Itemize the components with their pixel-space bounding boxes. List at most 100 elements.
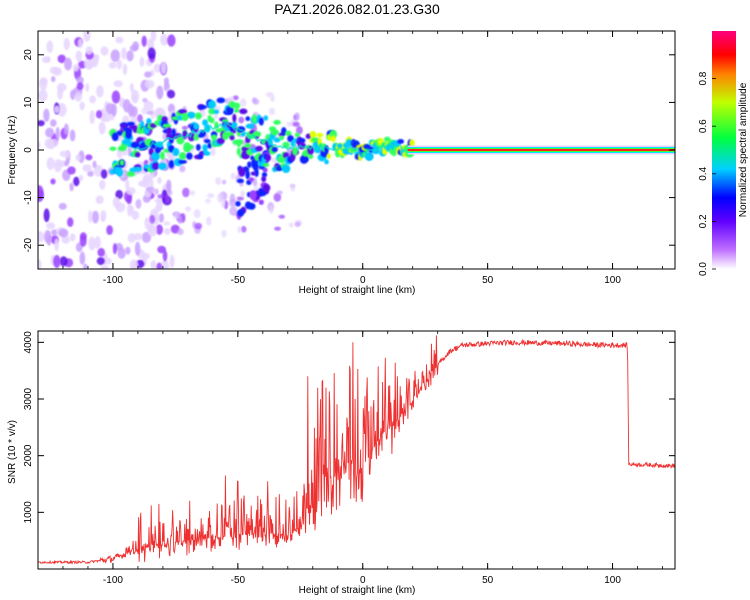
spectrogram-ridge-blob [134,152,141,158]
spectrogram-noise-blob [76,82,84,91]
spectrogram-ridge-blob [308,153,314,160]
spectrogram-y-tick-label: -10 [23,190,34,205]
spectrogram-noise-blob [270,95,275,102]
spectrogram-ridge-blob [232,102,241,109]
snr-x-tick-label: 100 [604,575,621,586]
spectrogram-noise-blob [53,105,60,114]
spectrogram-ridge-core [132,120,414,155]
spectrogram-branch-blob [261,175,267,183]
spectrogram-noise-blob [252,98,260,105]
spectrogram-y-tick-label: 20 [23,49,34,61]
spectrogram-ridge-blob [203,139,211,144]
spectrogram-noise-blob [98,121,106,135]
spectrogram-ridge-blob [178,159,188,164]
spectrogram-noise-blob [57,54,66,64]
spectrogram-noise-blob [64,57,73,71]
figure-title: PAZ1.2026.082.01.23.G30 [274,1,440,17]
spectrogram-noise-blob [44,138,54,149]
spectrogram-noise-blob [221,179,227,185]
spectrogram-noise-blob [43,208,50,223]
spectrogram-ridge-blob [309,130,317,139]
spectrogram-ridge-blob [116,168,124,177]
colorbar-tick-label: 0.2 [698,214,709,228]
spectrogram-noise-blob [205,216,212,226]
spectrogram-noise-blob [73,176,80,187]
spectrogram-noise-blob [96,85,104,98]
spectrogram-branch-blob [236,178,245,184]
spectrogram-noise-blob [106,225,113,236]
spectrogram-noise-blob [88,236,97,251]
spectrogram-ridge-blob [159,151,165,160]
spectrogram-noise-blob [122,63,128,75]
spectrogram-ridge-blob [158,162,167,170]
spectrogram-noise-blob [239,98,247,107]
spectrogram-ridge-blob [184,144,194,150]
spectrogram-noise-blob [85,154,93,161]
spectrogram-noise-blob [54,238,60,251]
colorbar-ticks: 0.0 0.2 0.4 0.6 0.8 [698,71,716,276]
spectrogram-ridge-blob [216,97,226,104]
spectrogram-noise-blob [72,64,80,72]
spectrogram-ridge-blob [233,108,240,113]
spectrogram-ridge-blob [326,153,331,159]
spectrogram-noise-blob [95,195,104,204]
spectrogram-ridge-blob [198,105,208,110]
spectrogram-noise-blob [163,221,171,226]
spectrogram-ridge-blob [217,138,225,145]
spectrogram-ridge-blob [176,136,185,145]
spectrogram-ridge-blob [133,166,143,172]
spectrogram-noise-blob [232,95,239,101]
spectrogram-noise-blob [89,95,97,104]
spectrogram-branch-blob [250,159,257,168]
spectrogram-x-tick-label: -100 [103,275,123,286]
spectrogram-noise-blob [207,192,215,199]
spectrogram-noise-blob [215,176,222,186]
spectrogram-noise-blob [137,114,143,123]
spectrogram-ridge-blob [178,151,187,160]
spectrogram-noise-blob [169,254,175,268]
spectrogram-x-tick-label: 100 [604,275,621,286]
spectrogram-branch-blob [235,200,241,207]
spectrogram-ridge-blob [232,113,237,123]
spectrogram-noise-blob [64,160,69,167]
spectrogram-noise-blob [78,174,84,182]
spectrogram-steady-band [407,153,675,155]
spectrogram-noise-blob [100,46,109,56]
spectrogram-noise-blob [179,165,186,173]
spectrogram-noise-blob [108,61,117,69]
spectrogram-noise-blob [97,247,106,257]
spectrogram-noise-blob [269,205,274,214]
spectrogram-noise-blob [133,233,143,241]
spectrogram-noise-blob [182,187,190,198]
spectrogram-noise-blob [38,231,45,243]
spectrogram-noise-blob [125,246,131,255]
spectrogram-branch-blob [238,167,246,177]
spectrogram-noise-blob [137,180,148,187]
snr-x-tick-label: -50 [231,575,246,586]
spectrogram-noise-blob [150,260,157,269]
spectrogram-ridge-blob [119,159,125,166]
spectrogram-steady-band [407,145,675,147]
spectrogram-noise-blob [85,83,90,92]
spectrogram-ridge-blob [151,162,160,170]
spectrogram-noise-blob [91,210,100,224]
snr-y-tick-label: 4000 [23,331,34,354]
spectrogram-noise-blob [69,182,74,192]
spectrogram-ridge-blob [208,108,216,115]
spectrogram-ridge-blob [194,112,202,120]
spectrogram-ridge-blob [285,130,292,137]
spectrogram-noise-blob [146,110,154,115]
spectrogram-noise-blob [61,235,71,244]
spectrogram-noise-blob [82,164,92,173]
spectrogram-noise-blob [154,188,159,196]
spectrogram-branch-blob [237,208,245,217]
spectrogram-noise-blob [77,38,83,49]
colorbar: 0.0 0.2 0.4 0.6 0.8 Normalized spectral ampl… [698,31,749,276]
spectrogram-noise-blob [154,198,162,204]
spectrogram-noise-blob [181,125,189,130]
spectrogram-noise-blob [74,92,83,102]
spectrogram-ridge-blob [186,152,193,160]
spectrogram-noise-blob [58,202,67,210]
spectrogram-noise-blob [87,170,94,177]
snr-panel: -100 -50 0 50 100 1000 2000 3000 4000 Height of … [7,330,676,596]
